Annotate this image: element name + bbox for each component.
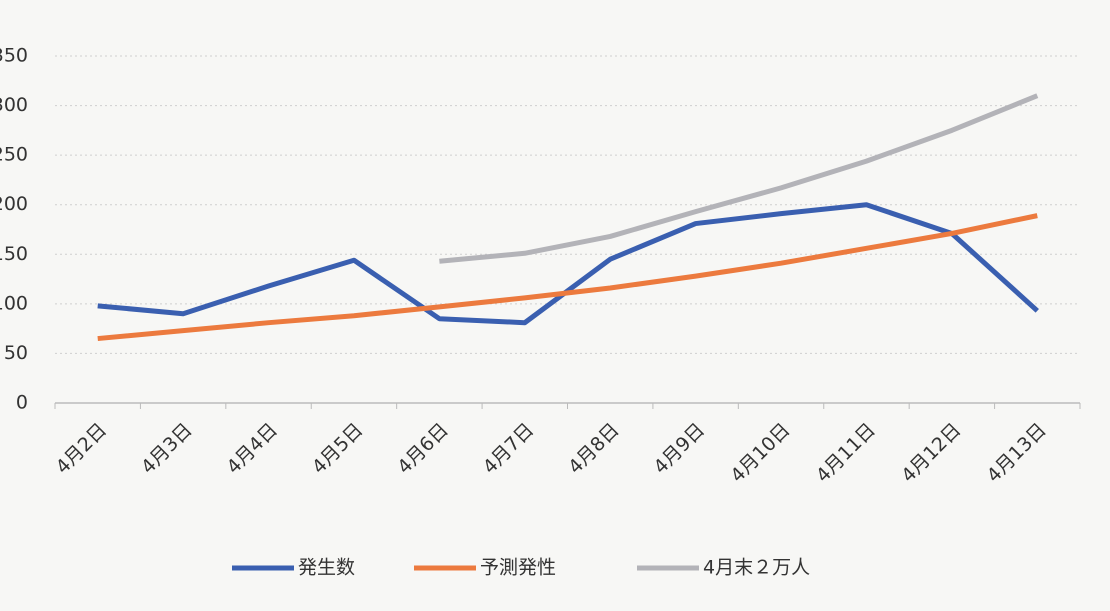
legend-label: 発生数: [298, 557, 355, 579]
x-tick-label: 4月3日: [137, 419, 197, 479]
x-tick-label: 4月5日: [308, 419, 368, 479]
y-tick-label: 150: [0, 243, 28, 265]
series-line: [97, 202, 1039, 326]
x-tick-label: 4月4日: [222, 419, 282, 479]
y-tick-label: 350: [0, 45, 28, 67]
x-tick-label: 4月12日: [897, 419, 965, 487]
y-tick-label: 100: [0, 292, 28, 314]
y-tick-label: 50: [4, 342, 28, 364]
x-tick-label: 4月13日: [983, 419, 1051, 487]
x-tick-label: 4月8日: [564, 419, 624, 479]
series-line: [439, 93, 1039, 264]
y-tick-label: 300: [0, 94, 28, 116]
legend-label: 4月末２万人: [703, 557, 810, 579]
x-tick-label: 4月6日: [393, 419, 453, 479]
y-tick-label: 200: [0, 193, 28, 215]
x-tick-label: 4月2日: [52, 419, 112, 479]
x-tick-label: 4月11日: [812, 419, 880, 487]
y-tick-label: 0: [16, 392, 28, 414]
series-line: [97, 213, 1038, 342]
x-tick-label: 4月10日: [726, 419, 794, 487]
y-tick-label: 250: [0, 144, 28, 166]
x-tick-label: 4月9日: [650, 419, 710, 479]
x-tick-label: 4月7日: [479, 419, 539, 479]
legend-label: 予測発性: [480, 557, 556, 579]
